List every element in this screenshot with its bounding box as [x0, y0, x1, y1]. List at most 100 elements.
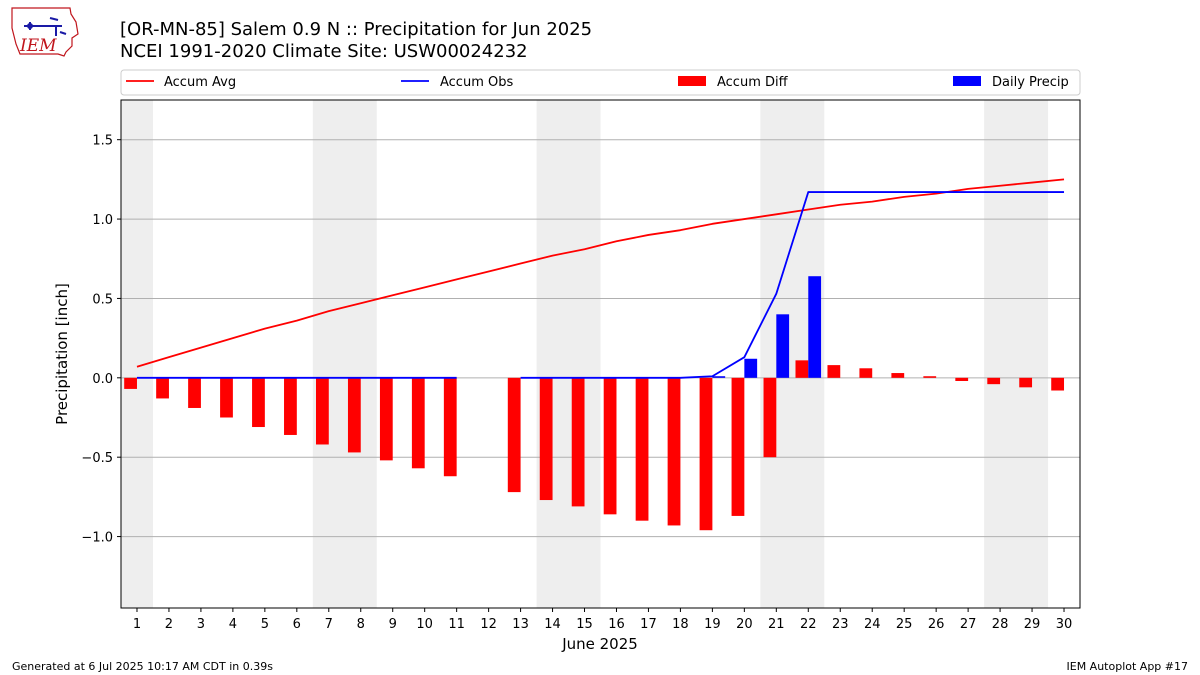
x-tick-label: 10 — [416, 617, 433, 632]
daily-precip-bar — [776, 314, 790, 378]
x-tick-label: 17 — [640, 617, 657, 632]
accum-diff-bar — [315, 377, 329, 445]
accum-diff-bars — [124, 360, 1065, 531]
weekend-band-1 — [121, 100, 153, 608]
x-tick-label: 12 — [480, 617, 497, 632]
legend-swatch-accum-diff — [678, 76, 706, 86]
x-tick-label: 9 — [389, 617, 397, 632]
daily-precip-bar — [744, 358, 758, 378]
y-tick-label: −0.5 — [81, 451, 113, 466]
weekend-bands — [121, 100, 1049, 608]
x-tick-label: 30 — [1056, 617, 1073, 632]
x-tick-label: 13 — [512, 617, 529, 632]
logo-text: IEM — [19, 36, 57, 56]
y-tick-label: 1.0 — [92, 213, 113, 228]
x-tick-label: 29 — [1024, 617, 1041, 632]
x-tick-label: 2 — [165, 617, 173, 632]
y-tick-label: −1.0 — [81, 531, 113, 546]
accum-diff-bar — [252, 377, 265, 428]
x-tick-label: 7 — [325, 617, 333, 632]
accum-diff-bar — [347, 377, 361, 453]
accum-diff-bar — [156, 377, 169, 399]
x-tick-label: 6 — [293, 617, 301, 632]
x-tick-label: 20 — [736, 617, 753, 632]
x-tick-label: 15 — [576, 617, 593, 632]
accum-diff-bar — [539, 377, 553, 501]
legend-label-accum-diff: Accum Diff — [717, 75, 789, 90]
x-tick-label: 22 — [800, 617, 817, 632]
legend: Accum Avg Accum Obs Accum Diff Daily Pre… — [120, 69, 1081, 96]
accum-diff-bar — [859, 368, 873, 378]
iowa-outline-icon — [11, 7, 79, 57]
y-tick-label: 0.5 — [92, 292, 113, 307]
x-tick-label: 3 — [197, 617, 205, 632]
accum-diff-bar — [411, 377, 425, 469]
weekend-band-2 — [312, 100, 377, 608]
x-tick-label: 11 — [448, 617, 465, 632]
x-tick-label: 4 — [229, 617, 237, 632]
accum-diff-bar — [1019, 377, 1033, 388]
accum-diff-bar — [891, 373, 905, 378]
x-tick-label: 25 — [896, 617, 913, 632]
accum-diff-bar — [443, 377, 457, 477]
x-axis-ticks: 1 2 3 4 5 6 7 8 9 10 11 12 13 14 15 16 17 18 19 20 21 22 23 24 2… — [133, 608, 1072, 632]
x-tick-label: 5 — [261, 617, 269, 632]
x-tick-label: 1 — [133, 617, 141, 632]
legend-swatch-daily-precip — [953, 76, 981, 86]
accum-diff-bar — [379, 377, 393, 461]
accum-diff-bar — [124, 377, 137, 389]
accum-diff-bar — [699, 377, 713, 531]
weekend-band-5 — [984, 100, 1049, 608]
accum-diff-bar — [763, 377, 777, 458]
legend-label-accum-obs: Accum Obs — [440, 75, 513, 90]
x-tick-label: 26 — [928, 617, 945, 632]
accum-diff-bar — [795, 360, 809, 378]
footer-generated: Generated at 6 Jul 2025 10:17 AM CDT in … — [12, 660, 273, 673]
accum-diff-bar — [667, 377, 681, 526]
accum-diff-bar — [188, 377, 201, 408]
y-tick-label: 1.5 — [92, 134, 113, 149]
accum-diff-bar — [284, 377, 297, 435]
plot-frame — [120, 99, 1081, 609]
x-tick-label: 27 — [960, 617, 977, 632]
iem-logo: IEM — [11, 7, 79, 57]
accum-diff-bar — [603, 377, 617, 515]
accum-diff-bar — [635, 377, 649, 521]
y-tick-label: 0.0 — [92, 372, 113, 387]
accum-diff-bar — [955, 377, 969, 381]
daily-precip-bar — [808, 276, 822, 378]
accum-diff-bar — [827, 365, 841, 378]
daily-precip-bars — [712, 276, 822, 378]
x-tick-label: 24 — [864, 617, 881, 632]
x-axis-label: June 2025 — [561, 635, 638, 653]
legend-frame — [120, 69, 1081, 96]
y-axis-ticks: −1.0 −0.5 0.0 0.5 1.0 1.5 — [81, 134, 121, 546]
x-tick-label: 8 — [357, 617, 365, 632]
x-tick-label: 28 — [992, 617, 1009, 632]
x-tick-label: 18 — [672, 617, 689, 632]
accum-obs-line — [520, 191, 1065, 379]
daily-precip-bar — [712, 376, 726, 378]
accum-avg-line — [136, 178, 1065, 368]
accum-diff-bar — [731, 377, 745, 516]
x-tick-label: 16 — [608, 617, 625, 632]
x-tick-label: 23 — [832, 617, 849, 632]
accum-diff-bar — [220, 377, 233, 418]
accum-diff-bar — [923, 376, 937, 378]
x-tick-label: 21 — [768, 617, 785, 632]
accum-diff-bar — [987, 377, 1001, 385]
accum-diff-bar — [1051, 377, 1065, 391]
footer-app: IEM Autoplot App #17 — [1067, 660, 1189, 673]
accum-diff-bar — [571, 377, 585, 507]
station-dot-icon — [27, 23, 33, 29]
accum-lines — [136, 178, 1065, 379]
x-tick-label: 19 — [704, 617, 721, 632]
legend-label-daily-precip: Daily Precip — [992, 75, 1069, 90]
x-tick-label: 14 — [544, 617, 561, 632]
chart-title-line-1: [OR-MN-85] Salem 0.9 N :: Precipitation … — [120, 19, 592, 40]
y-axis-label: Precipitation [inch] — [53, 283, 71, 425]
legend-label-accum-avg: Accum Avg — [164, 75, 236, 90]
chart-title-line-2: NCEI 1991-2020 Climate Site: USW00024232 — [120, 41, 528, 62]
weekend-band-3 — [536, 100, 601, 608]
